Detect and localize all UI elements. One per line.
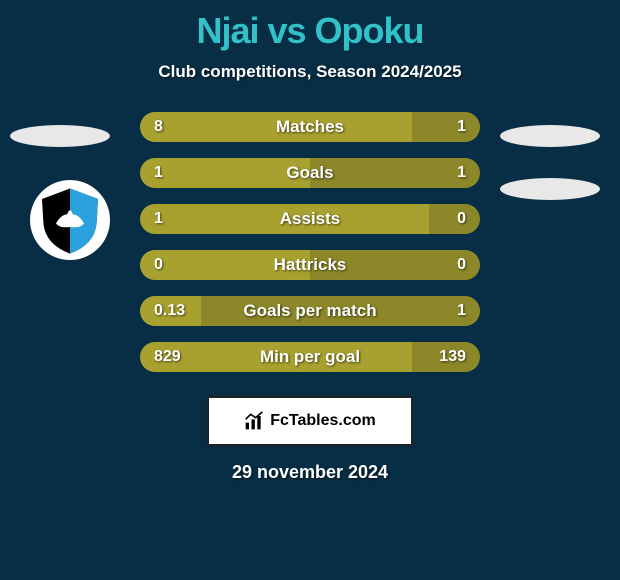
stat-bar-right: [429, 204, 480, 234]
stat-label: Goals per match: [243, 301, 376, 321]
stat-value-right: 139: [439, 348, 466, 366]
stat-label: Goals: [286, 163, 333, 183]
stat-value-right: 0: [457, 256, 466, 274]
chart-icon: [244, 411, 264, 431]
stat-value-left: 1: [154, 164, 163, 182]
stat-value-right: 1: [457, 118, 466, 136]
stat-bar-right: [412, 112, 480, 142]
placeholder-ellipse-right-1: [500, 125, 600, 147]
stat-row: 1 0 Assists: [140, 204, 480, 234]
stat-row: 8 1 Matches: [140, 112, 480, 142]
stat-value-left: 0: [154, 256, 163, 274]
stat-row: 1 1 Goals: [140, 158, 480, 188]
stat-label: Matches: [276, 117, 344, 137]
page-title: Njai vs Opoku: [0, 0, 620, 52]
stat-label: Assists: [280, 209, 340, 229]
stat-value-right: 0: [457, 210, 466, 228]
stat-row: 0.13 1 Goals per match: [140, 296, 480, 326]
team-badge-left: [30, 180, 110, 260]
stat-bar-right: [310, 158, 480, 188]
placeholder-ellipse-left: [10, 125, 110, 147]
placeholder-ellipse-right-2: [500, 178, 600, 200]
stat-value-left: 8: [154, 118, 163, 136]
stat-row: 829 139 Min per goal: [140, 342, 480, 372]
subtitle: Club competitions, Season 2024/2025: [0, 62, 620, 82]
stat-value-right: 1: [457, 302, 466, 320]
stat-value-left: 0.13: [154, 302, 185, 320]
stat-value-left: 829: [154, 348, 181, 366]
brand-text: FcTables.com: [270, 412, 376, 430]
stat-label: Min per goal: [260, 347, 360, 367]
stat-row: 0 0 Hattricks: [140, 250, 480, 280]
stat-value-left: 1: [154, 210, 163, 228]
shield-icon: [35, 185, 105, 255]
stat-label: Hattricks: [274, 255, 347, 275]
date-text: 29 november 2024: [0, 462, 620, 483]
brand-card[interactable]: FcTables.com: [207, 396, 413, 446]
stat-bar-left: [140, 158, 310, 188]
comparison-card: Njai vs Opoku Club competitions, Season …: [0, 0, 620, 580]
stat-value-right: 1: [457, 164, 466, 182]
